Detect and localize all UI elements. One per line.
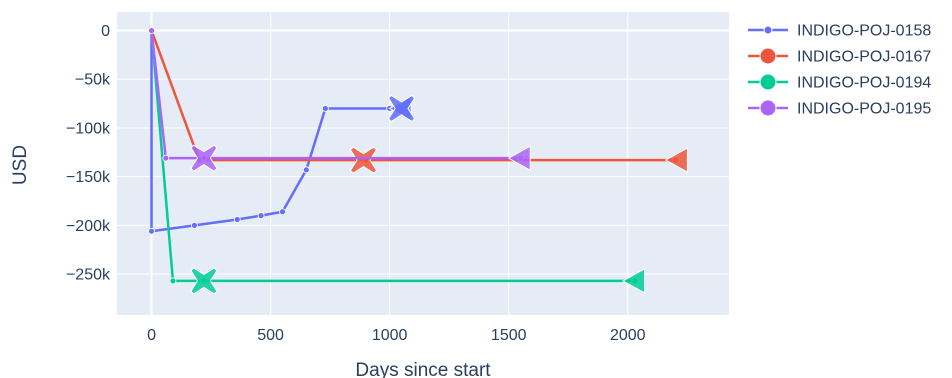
y-tick-label: −150k xyxy=(66,169,111,186)
grid xyxy=(117,12,729,315)
series-line xyxy=(150,30,521,160)
y-tick-label: 0 xyxy=(101,23,110,40)
data-point xyxy=(233,216,241,223)
data-point xyxy=(190,221,198,229)
plot-background xyxy=(117,12,729,315)
legend-label: INDIGO-POJ-0194 xyxy=(797,75,931,92)
data-point xyxy=(279,208,286,216)
x-tick-label: 500 xyxy=(257,327,284,344)
x-tick-label: 1000 xyxy=(372,327,408,344)
x-tick-label: 1500 xyxy=(491,327,527,344)
x-tick-label: 0 xyxy=(147,327,156,344)
legend-symbol xyxy=(763,25,773,35)
y-tick-label: −100k xyxy=(66,120,111,137)
ticks: 0 500 1000 1500 2000 0 −50k −100k −150k −200k −250… xyxy=(66,23,646,344)
x-marker xyxy=(190,144,218,172)
legend-item[interactable]: INDIGO-POJ-0194 xyxy=(748,73,931,92)
x-marker xyxy=(190,267,218,295)
data-point xyxy=(162,154,170,162)
legend-symbol xyxy=(759,73,777,91)
x-axis-title: Days since start xyxy=(355,360,491,378)
data-point xyxy=(148,227,155,235)
legend-symbol xyxy=(759,47,777,65)
y-tick-label: −200k xyxy=(66,218,111,235)
data-point xyxy=(257,212,265,220)
legend-symbol xyxy=(759,99,777,117)
legend-item[interactable]: INDIGO-POJ-0167 xyxy=(748,47,931,66)
end-marker xyxy=(621,268,646,294)
data-point xyxy=(321,105,329,112)
legend: INDIGO-POJ-0158 INDIGO-POJ-0167 INDIGO-POJ… xyxy=(748,23,931,118)
end-marker xyxy=(507,145,531,171)
legend-item[interactable]: INDIGO-POJ-0158 xyxy=(748,23,931,40)
series-line xyxy=(150,30,402,233)
x-marker xyxy=(349,146,378,174)
y-axis-title: USD xyxy=(10,145,31,185)
data-point xyxy=(169,277,177,285)
series-0 xyxy=(148,27,416,235)
data-point xyxy=(148,27,155,34)
series-3 xyxy=(148,27,531,172)
x-tick-label: 2000 xyxy=(610,327,646,344)
legend-label: INDIGO-POJ-0167 xyxy=(797,49,931,66)
end-marker xyxy=(664,147,688,173)
series-line xyxy=(150,30,635,283)
series-layer xyxy=(148,27,688,295)
y-tick-label: −50k xyxy=(75,72,111,89)
y-tick-label: −250k xyxy=(66,267,111,284)
legend-label: INDIGO-POJ-0158 xyxy=(797,23,931,40)
legend-item[interactable]: INDIGO-POJ-0195 xyxy=(748,99,931,118)
series-2 xyxy=(148,27,646,295)
x-marker xyxy=(387,94,416,123)
data-point xyxy=(302,166,310,174)
legend-label: INDIGO-POJ-0195 xyxy=(797,101,931,118)
